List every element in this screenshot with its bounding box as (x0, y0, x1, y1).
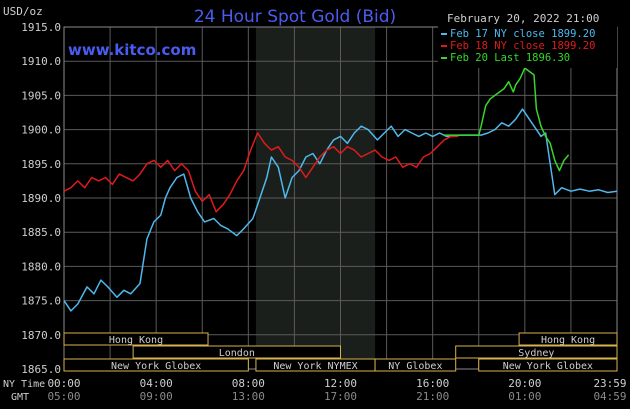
session-box (455, 345, 618, 359)
y-tick-label: 1865.0 (21, 363, 61, 376)
session-box (63, 332, 209, 346)
x-tick-label-ny: 04:00 (140, 377, 173, 390)
y-tick-label: 1895.0 (21, 158, 61, 171)
session-label: Hong Kong (109, 335, 163, 346)
chart-title: 24 Hour Spot Gold (Bid) (194, 7, 396, 27)
x-tick-label-gmt: 13:00 (232, 390, 265, 403)
legend-entry: Feb 18 NY close 1899.20 (450, 40, 595, 52)
x-tick-label-gmt: 09:00 (140, 390, 173, 403)
x-tick-label-gmt: 21:00 (416, 390, 449, 403)
x-axis-ny-label: NY Time (3, 379, 45, 390)
x-tick-label-gmt: 01:00 (508, 390, 541, 403)
session-label: NY Globex (388, 361, 442, 372)
y-tick-label: 1905.0 (21, 89, 61, 102)
session-box (478, 358, 618, 372)
x-tick-label-ny: 23:59 (593, 377, 626, 390)
x-tick-label-gmt: 05:00 (47, 390, 80, 403)
session-label: New York Globex (111, 361, 201, 372)
y-tick-label: 1910.0 (21, 55, 61, 68)
y-tick-label: 1870.0 (21, 329, 61, 342)
date-label: February 20, 2022 21:00 (447, 12, 599, 25)
session-box (518, 332, 618, 346)
y-axis: 1915.0 1910.0 1905.0 1900.0 1895.0 1890.0 1885… (21, 21, 61, 376)
market-sessions: Hong Kong Hong Kong London Sydney New York G… (63, 332, 618, 372)
y-tick-label: 1890.0 (21, 192, 61, 205)
x-tick-label-gmt: 04:59 (593, 390, 626, 403)
session-label: Sydney (518, 348, 554, 359)
site-watermark: www.kitco.com (68, 41, 196, 59)
x-tick-label-gmt: 17:00 (324, 390, 357, 403)
x-tick-label-ny: 16:00 (416, 377, 449, 390)
session-box (63, 358, 249, 372)
series-line-1 (63, 108, 617, 312)
x-axis-gmt-label: GMT (11, 392, 29, 403)
price-series (63, 67, 617, 312)
session-box (132, 345, 341, 359)
legend-entry: Feb 20 Last 1896.30 (450, 52, 570, 64)
legend-box (438, 26, 617, 68)
session-label: London (219, 348, 255, 359)
x-tick-label-ny: 20:00 (508, 377, 541, 390)
session-label: Hong Kong (541, 335, 595, 346)
x-tick-label-ny: 08:00 (232, 377, 265, 390)
grid-lines (63, 26, 618, 370)
legend-entry: Feb 17 NY close 1899.20 (450, 28, 595, 40)
session-box (374, 358, 457, 372)
x-axis: 00:00 04:00 08:00 12:00 16:00 20:00 23:59 05:00… (47, 377, 626, 403)
series-line-2 (63, 132, 458, 213)
y-tick-label: 1915.0 (21, 21, 61, 34)
y-tick-label: 1880.0 (21, 260, 61, 273)
session-label: New York Globex (503, 361, 593, 372)
x-tick-label-ny: 12:00 (324, 377, 357, 390)
y-unit-label: USD/oz (3, 5, 43, 18)
y-tick-label: 1885.0 (21, 226, 61, 239)
session-label: New York NYMEX (273, 361, 357, 372)
series-line-3 (444, 67, 570, 172)
y-tick-label: 1875.0 (21, 295, 61, 308)
x-tick-label-ny: 00:00 (47, 377, 80, 390)
y-tick-label: 1900.0 (21, 124, 61, 137)
